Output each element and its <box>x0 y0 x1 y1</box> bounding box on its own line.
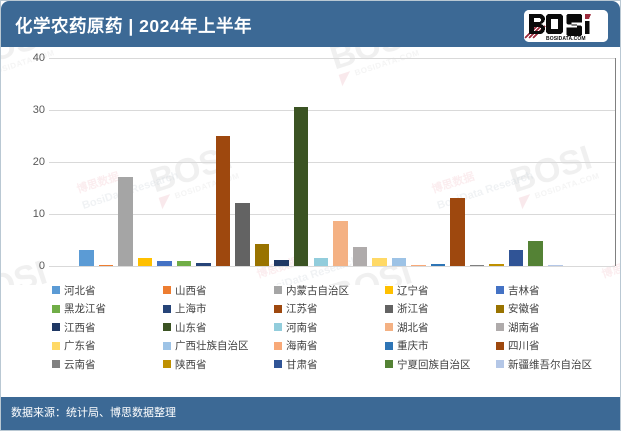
svg-text:BOSIDATA.COM: BOSIDATA.COM <box>354 48 421 77</box>
svg-text:BOSI: BOSI <box>326 47 417 77</box>
svg-text:BOSIDATA.COM: BOSIDATA.COM <box>174 171 241 200</box>
svg-text:BOSI: BOSI <box>506 139 597 201</box>
svg-text:BOSIDATA.COM: BOSIDATA.COM <box>546 36 586 42</box>
svg-text:BOSIDATA.COM: BOSIDATA.COM <box>534 171 601 200</box>
